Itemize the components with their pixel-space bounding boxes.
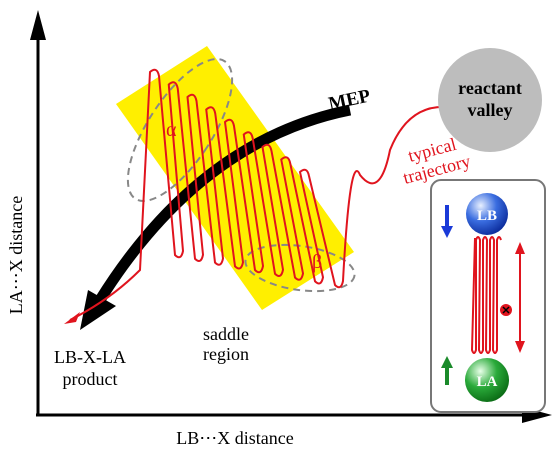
y-arrow [30, 10, 46, 40]
la-label: LA [477, 374, 498, 390]
mep-label: MEP [327, 85, 373, 114]
alpha-label: α [166, 119, 177, 141]
diagram: LA⋯X distance LB⋯X distance reactant val… [0, 0, 554, 453]
inset-trajectory [472, 237, 501, 353]
x-axis-label: LB⋯X distance [176, 428, 293, 448]
product-label: product [63, 369, 118, 389]
saddle-label: region [203, 344, 249, 364]
reactant-label: valley [468, 100, 513, 120]
reactant-label: reactant [458, 78, 522, 98]
lb-label: LB [477, 208, 497, 224]
saddle-label: saddle [203, 324, 249, 344]
trajectory-arrow [64, 312, 80, 324]
y-axis-label: LA⋯X distance [6, 196, 26, 314]
product-label: LB-X-LA [54, 347, 126, 367]
beta-label: β [312, 251, 322, 273]
